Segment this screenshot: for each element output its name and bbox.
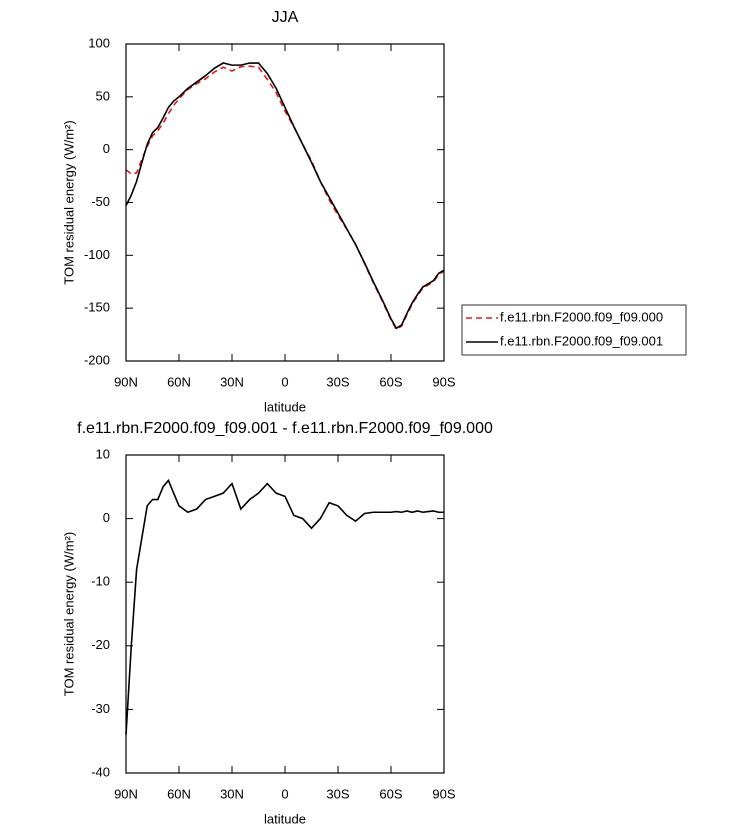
y-tick-label: -40 [91,764,110,779]
legend-label: f.e11.rbn.F2000.f09_f09.001 [500,333,663,348]
y-tick-label: 100 [88,35,110,50]
x-tick-label: 60N [167,374,191,389]
legend-label: f.e11.rbn.F2000.f09_f09.000 [500,309,663,324]
data-line [125,478,444,735]
x-tick-label: 90S [432,374,455,389]
data-line [125,62,445,330]
y-tick-label: 0 [103,510,110,525]
chart-title: JJA [272,9,299,26]
x-tick-label: 30N [220,786,244,801]
y-tick-label: 0 [103,141,110,156]
x-tick-label: 0 [281,374,288,389]
y-tick-label: -100 [84,247,110,262]
x-tick-label: 60S [379,786,402,801]
y-axis-label: TOM residual energy (W/m²) [61,532,76,696]
x-tick-label: 0 [281,786,288,801]
x-tick-label: 60N [167,786,191,801]
plot-frame [125,43,445,362]
y-tick-label: 10 [96,446,110,461]
x-tick-label: 90N [114,374,138,389]
x-tick-label: 30S [326,374,349,389]
y-tick-label: -30 [91,701,110,716]
y-tick-label: 50 [96,88,110,103]
y-tick-label: -10 [91,574,110,589]
y-tick-label: -150 [84,300,110,315]
legend-box [461,304,687,356]
y-axis-label: TOM residual energy (W/m²) [61,120,76,284]
y-tick-label: -200 [84,352,110,367]
x-tick-label: 90N [114,786,138,801]
x-axis-label: latitude [264,811,306,826]
x-tick-label: 30S [326,786,349,801]
x-axis-label: latitude [264,399,306,414]
x-tick-label: 30N [220,374,244,389]
plot-frame [125,454,445,774]
x-tick-label: 60S [379,374,402,389]
y-tick-label: -50 [91,194,110,209]
x-tick-label: 90S [432,786,455,801]
y-tick-label: -20 [91,637,110,652]
chart-title: f.e11.rbn.F2000.f09_f09.001 - f.e11.rbn.… [77,420,493,437]
